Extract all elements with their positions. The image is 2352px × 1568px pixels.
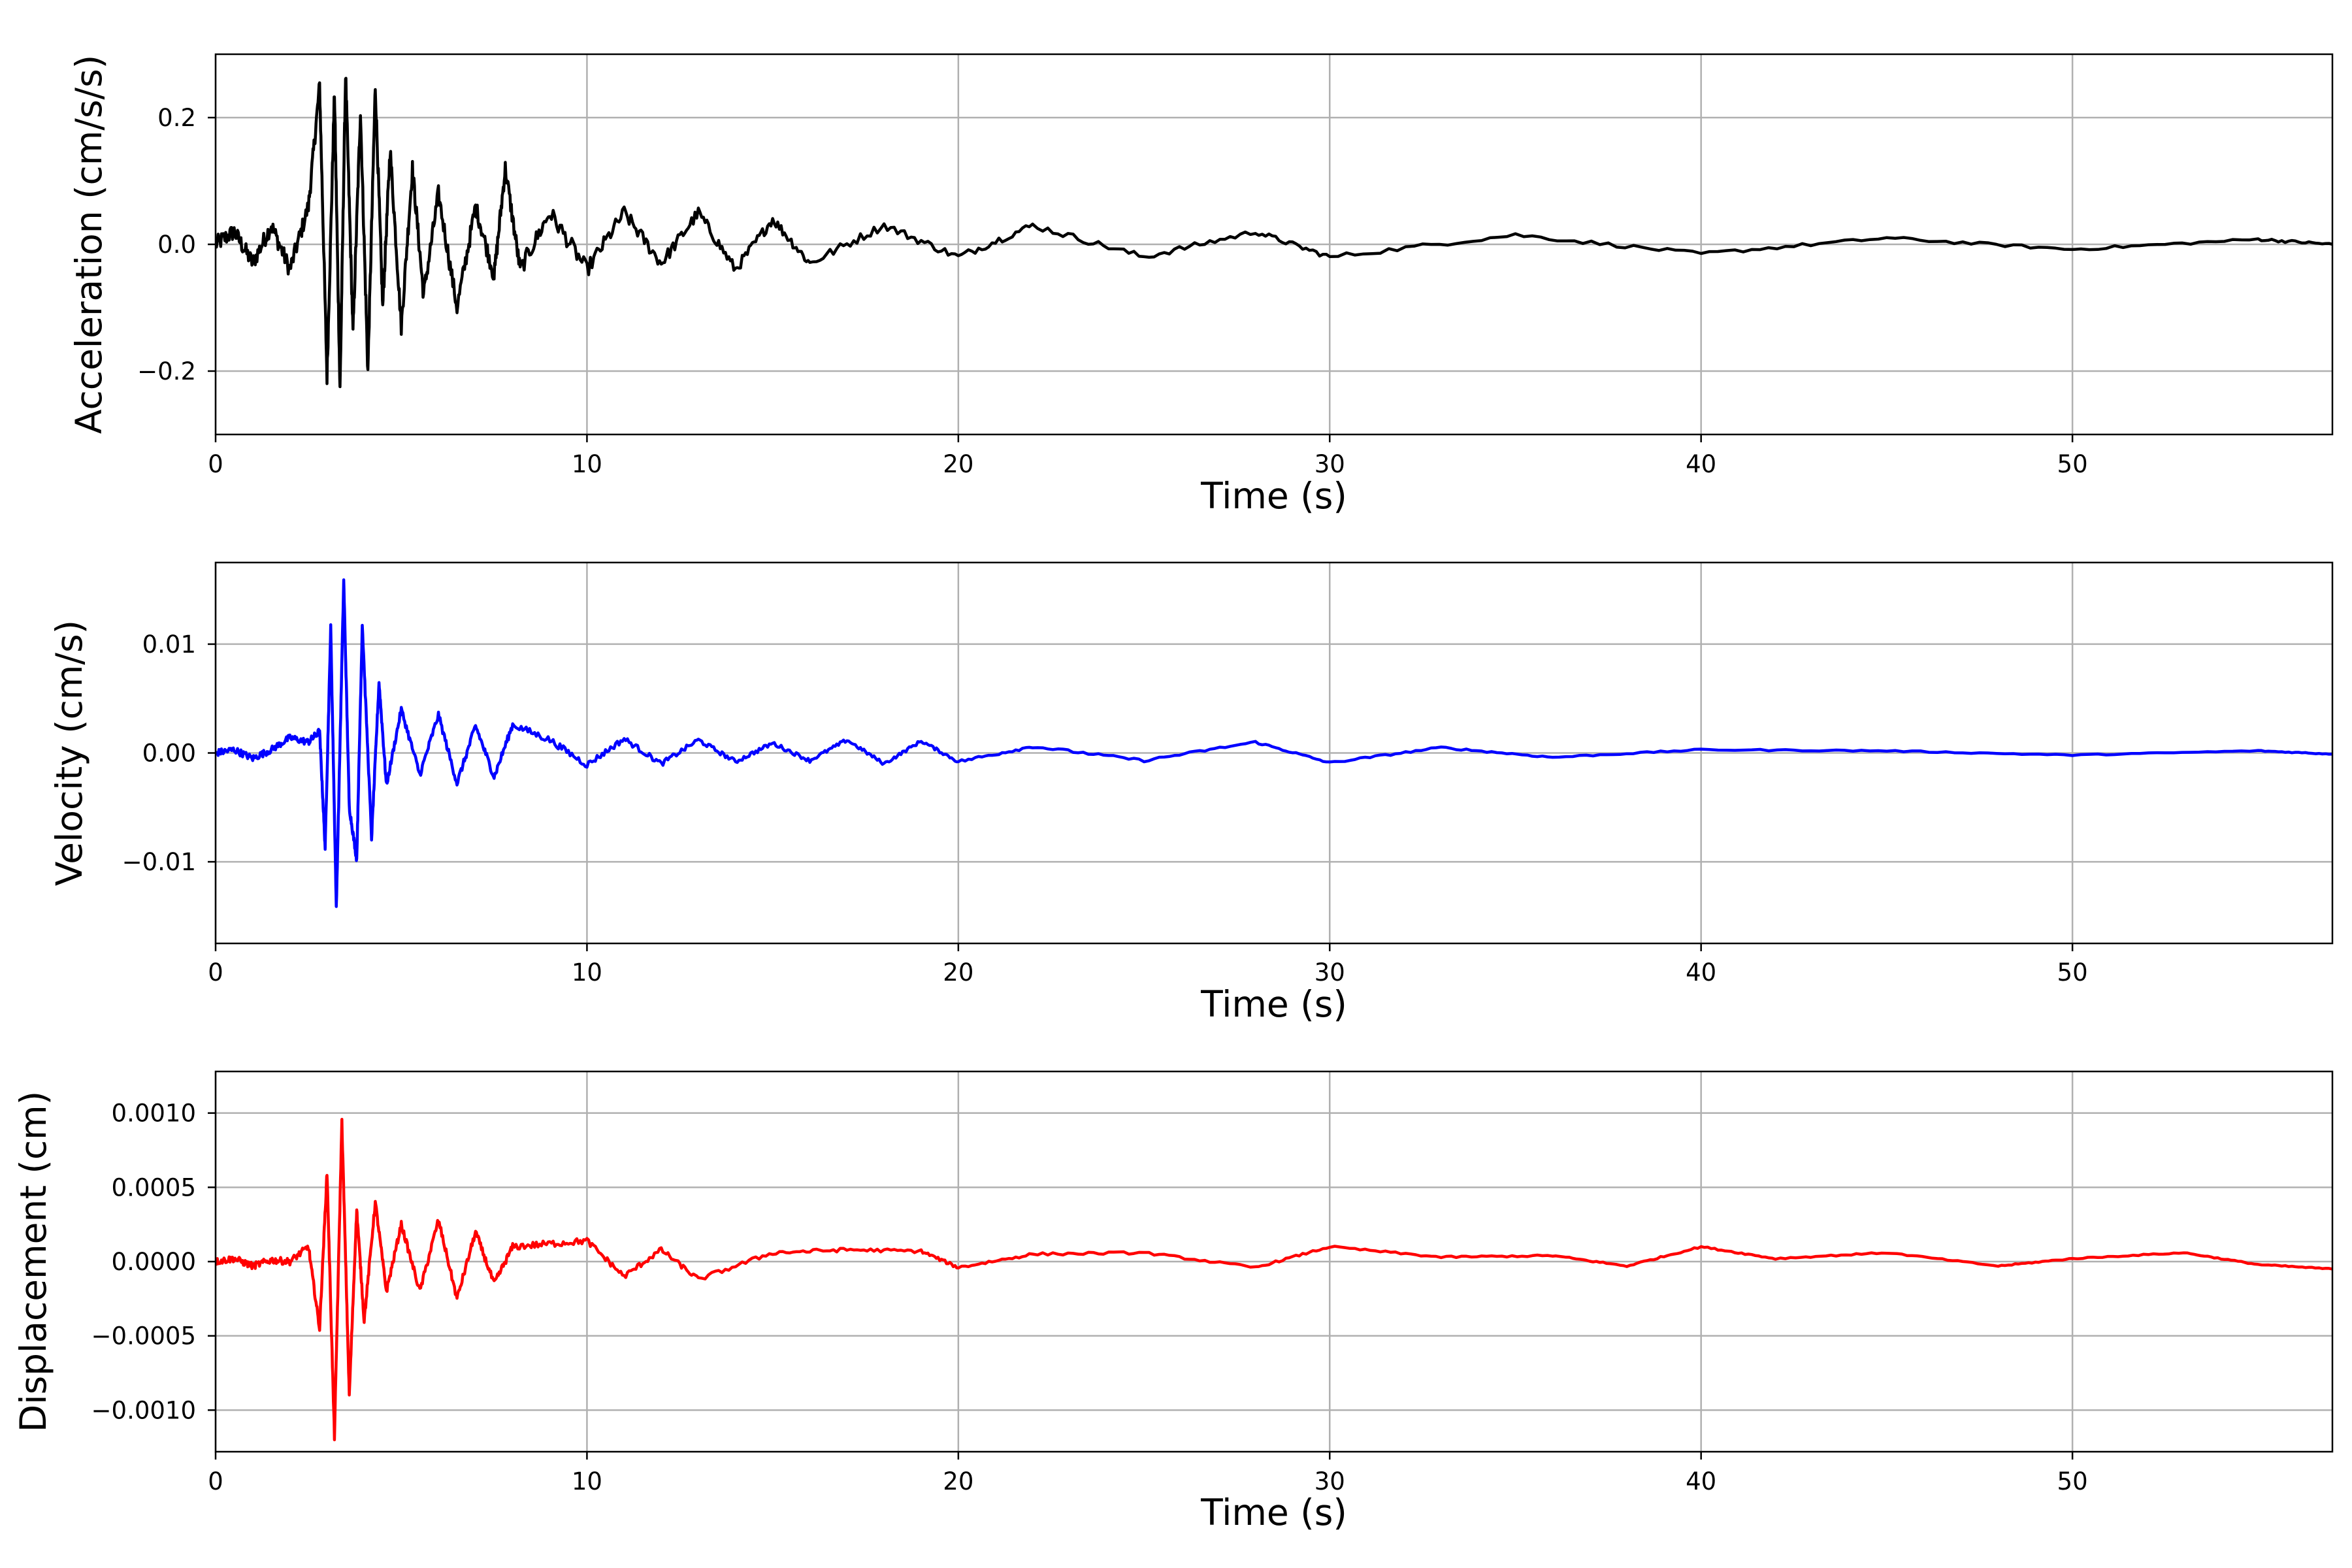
displacement-ytick-label-1: −0.0005 bbox=[91, 1322, 196, 1350]
acceleration-xtick-label-10: 10 bbox=[572, 450, 602, 478]
velocity-xtick-label-50: 50 bbox=[2057, 958, 2088, 987]
velocity-ylabel: Velocity (cm/s) bbox=[48, 620, 90, 886]
displacement-ytick-label-3: 0.0005 bbox=[112, 1173, 196, 1201]
velocity-panel: 0 10 20 30 40 50 −0.01 0.00 0.01 Time (s) Velocity… bbox=[48, 561, 2334, 1025]
velocity-xtick-label-10: 10 bbox=[572, 958, 602, 987]
displacement-ytick-label-4: 0.0010 bbox=[112, 1100, 196, 1128]
displacement-ytick-label-2: 0.0000 bbox=[112, 1248, 196, 1276]
velocity-ytick-label-0: −0.01 bbox=[122, 848, 196, 876]
displacement-xlabel: Time (s) bbox=[1200, 1492, 1347, 1533]
acceleration-xlabel: Time (s) bbox=[1200, 475, 1347, 517]
acceleration-xtick-label-0: 0 bbox=[208, 450, 223, 478]
displacement-series-line bbox=[216, 1117, 2332, 1441]
acceleration-xtick-label-50: 50 bbox=[2057, 450, 2088, 478]
velocity-xtick-label-20: 20 bbox=[943, 958, 973, 987]
displacement-xtick-label-30: 30 bbox=[1315, 1467, 1345, 1495]
velocity-xtick-label-30: 30 bbox=[1315, 958, 1345, 987]
acceleration-panel: 0 10 20 30 40 50 −0.2 0.0 0.2 Time (s) Acceleratio… bbox=[68, 53, 2334, 517]
velocity-ytick-label-2: 0.01 bbox=[142, 630, 196, 659]
displacement-ylabel: Displacement (cm) bbox=[12, 1091, 54, 1432]
acceleration-xtick-label-30: 30 bbox=[1315, 450, 1345, 478]
acceleration-ytick-label-2: 0.2 bbox=[157, 104, 196, 132]
velocity-series-line bbox=[216, 578, 2332, 908]
acceleration-ytick-label-0: −0.2 bbox=[137, 357, 196, 385]
acceleration-xtick-label-40: 40 bbox=[1686, 450, 1716, 478]
acceleration-ylabel: Acceleration (cm/s/s) bbox=[68, 55, 110, 434]
velocity-xtick-label-40: 40 bbox=[1686, 958, 1716, 987]
acceleration-xtick-label-20: 20 bbox=[943, 450, 973, 478]
displacement-xtick-label-20: 20 bbox=[943, 1467, 973, 1495]
displacement-ytick-label-0: −0.0010 bbox=[91, 1396, 196, 1424]
velocity-xtick-label-0: 0 bbox=[208, 958, 223, 987]
displacement-xtick-label-50: 50 bbox=[2057, 1467, 2088, 1495]
displacement-xtick-label-0: 0 bbox=[208, 1467, 223, 1495]
acceleration-ytick-label-1: 0.0 bbox=[157, 231, 196, 259]
velocity-xlabel: Time (s) bbox=[1200, 983, 1347, 1025]
displacement-panel: 0 10 20 30 40 50 −0.0010 −0.0005 0.0000 0.0005 0.0… bbox=[12, 1070, 2334, 1533]
displacement-xtick-label-40: 40 bbox=[1686, 1467, 1716, 1495]
acceleration-series-line bbox=[216, 76, 2332, 389]
displacement-xtick-label-10: 10 bbox=[572, 1467, 602, 1495]
velocity-ytick-label-1: 0.00 bbox=[142, 740, 196, 768]
